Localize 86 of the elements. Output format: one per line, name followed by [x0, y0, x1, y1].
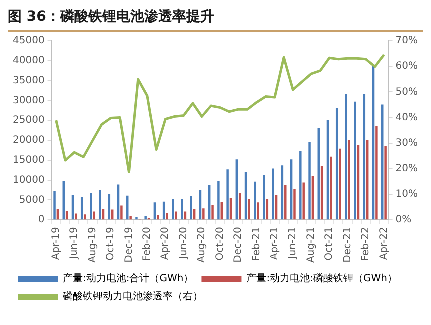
y-tick-label: 0	[38, 214, 45, 226]
x-tick-label: Dec-19	[124, 227, 135, 263]
x-tick-label: Oct-20	[214, 227, 226, 261]
x-tick-label: Oct-21	[324, 227, 336, 261]
bar	[130, 216, 132, 220]
y2-tick-label: 70%	[396, 36, 418, 47]
bar	[175, 212, 178, 220]
x-tick-label: Feb-20	[142, 227, 154, 262]
y-tick-label: 20000	[13, 135, 45, 146]
x-tick-label: Jun-21	[288, 227, 299, 260]
y2-tick-label: 10%	[396, 189, 418, 200]
bar	[376, 126, 378, 220]
y2-tick-label: 60%	[396, 61, 418, 72]
x-tick-label: Apr-20	[160, 227, 172, 260]
bar	[308, 142, 311, 220]
x-tick-label: Apr-22	[378, 227, 390, 260]
x-tick-label: Aug-20	[196, 227, 208, 263]
legend-label: 磷酸铁锂动力电池渗透率（右）	[62, 290, 203, 303]
bar	[218, 181, 220, 220]
bar	[212, 205, 214, 220]
y-tick-label: 10000	[13, 174, 45, 186]
bar	[345, 94, 348, 220]
bar	[54, 191, 56, 220]
y-tick-label: 5000	[19, 194, 45, 206]
bar	[339, 148, 342, 220]
bar	[136, 217, 138, 220]
bar	[330, 156, 332, 220]
bar	[84, 214, 86, 220]
legend-label: 产量:动力电池:合计（GWh）	[63, 272, 194, 285]
x-tick-label: Jun-19	[69, 227, 80, 260]
bar	[300, 151, 302, 220]
y-tick-label: 45000	[13, 36, 45, 47]
y-tick-label: 25000	[13, 115, 45, 126]
bar	[181, 199, 184, 220]
bar	[318, 128, 320, 220]
bar	[90, 193, 92, 220]
y-tick-label: 15000	[13, 155, 45, 166]
x-tick-label: Oct-19	[106, 227, 117, 261]
bar	[272, 168, 274, 220]
bar	[230, 198, 232, 220]
x-tick-label: Aug-19	[87, 227, 98, 263]
y2-tick-label: 50%	[396, 86, 418, 98]
y-tick-label: 35000	[13, 75, 45, 86]
x-tick-label: Feb-22	[360, 227, 372, 262]
x-tick-label: Aug-21	[306, 227, 317, 263]
x-tick-label: Apr-19	[50, 227, 62, 260]
bar	[117, 184, 120, 220]
y2-tick-label: 30%	[396, 138, 418, 149]
bar	[144, 216, 147, 220]
bar	[99, 190, 102, 220]
bar	[172, 199, 174, 220]
x-tick-label: Dec-21	[342, 227, 354, 263]
bar	[284, 185, 287, 220]
bar	[257, 202, 260, 220]
bar	[236, 160, 238, 220]
bar	[382, 104, 384, 220]
bar	[120, 206, 123, 220]
bar	[75, 214, 78, 220]
y2-tick-label: 20%	[396, 164, 418, 175]
y2-tick-label: 0%	[396, 214, 412, 226]
chart-title: 图 36：磷酸铁锂电池渗透率提升	[8, 8, 423, 32]
bar	[354, 102, 356, 220]
bar	[326, 120, 330, 220]
bar	[226, 170, 229, 220]
bar	[62, 181, 65, 220]
bar	[384, 146, 387, 220]
bar	[302, 182, 305, 220]
bar	[220, 202, 223, 220]
x-tick-label: Feb-21	[251, 227, 262, 262]
bar	[166, 213, 168, 220]
y-tick-label: 40000	[13, 56, 45, 66]
x-tick-label: Apr-21	[270, 227, 281, 260]
y-tick-label: 30000	[13, 95, 45, 106]
bar	[294, 189, 296, 220]
y2-tick-label: 40%	[396, 112, 418, 124]
x-tick-label: Jun-20	[178, 227, 190, 260]
bar	[202, 208, 205, 220]
bar	[290, 160, 293, 220]
bar	[366, 140, 369, 220]
bar	[281, 166, 284, 220]
bar	[248, 199, 250, 220]
bar	[157, 214, 160, 220]
legend-label: 产量:动力电池:磷酸铁锂（GWh）	[246, 272, 398, 285]
bar	[263, 175, 266, 220]
bar	[348, 140, 350, 220]
x-tick-label: Dec-20	[233, 227, 244, 263]
